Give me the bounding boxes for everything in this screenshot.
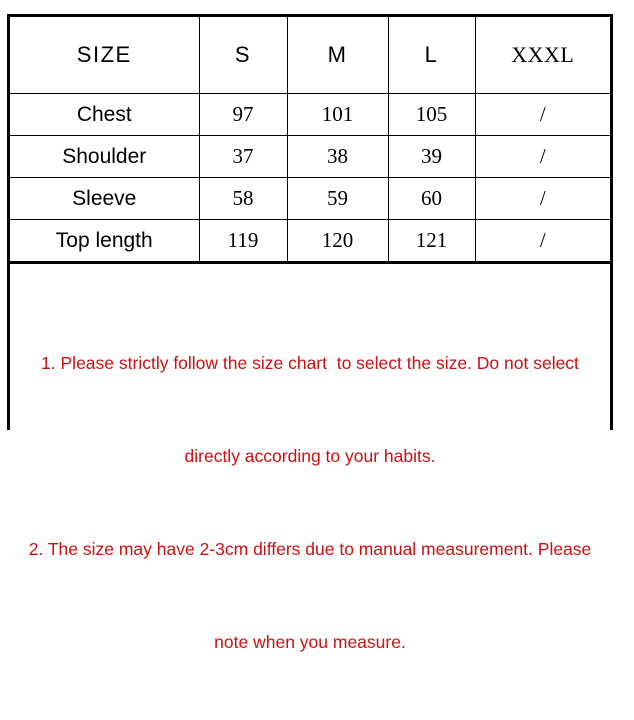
- row-label-chest: Chest: [10, 94, 199, 136]
- cell-shoulder-l: 39: [388, 136, 475, 178]
- cell-sleeve-s: 58: [199, 178, 287, 220]
- cell-chest-l: 105: [388, 94, 475, 136]
- note-line-2: directly according to your habits.: [10, 441, 610, 472]
- column-header-l: L: [388, 17, 475, 94]
- cell-top-length-m: 120: [287, 220, 388, 263]
- note-line-3: 2. The size may have 2-3cm differs due t…: [10, 534, 610, 565]
- cell-shoulder-xxxl: /: [475, 136, 610, 178]
- table-row: Chest 97 101 105 /: [10, 94, 610, 136]
- note-line-4: note when you measure.: [10, 627, 610, 658]
- row-label-top-length: Top length: [10, 220, 199, 263]
- column-header-s: S: [199, 17, 287, 94]
- table-header-row: SIZE S M L XXXL: [10, 17, 610, 94]
- table-row: Top length 119 120 121 /: [10, 220, 610, 263]
- size-chart-page: SIZE S M L XXXL Chest 97 101 105 / Shoul…: [0, 0, 634, 438]
- cell-sleeve-l: 60: [388, 178, 475, 220]
- cell-top-length-s: 119: [199, 220, 287, 263]
- cell-shoulder-m: 38: [287, 136, 388, 178]
- cell-top-length-l: 121: [388, 220, 475, 263]
- column-header-xxxl: XXXL: [475, 17, 610, 94]
- table-row: Sleeve 58 59 60 /: [10, 178, 610, 220]
- notes-row: 1. Please strictly follow the size chart…: [10, 263, 610, 720]
- cell-sleeve-xxxl: /: [475, 178, 610, 220]
- table-row: Shoulder 37 38 39 /: [10, 136, 610, 178]
- note-line-1: 1. Please strictly follow the size chart…: [10, 348, 610, 379]
- notes-section: 1. Please strictly follow the size chart…: [10, 263, 610, 720]
- cell-chest-xxxl: /: [475, 94, 610, 136]
- size-chart-frame: SIZE S M L XXXL Chest 97 101 105 / Shoul…: [7, 14, 613, 430]
- column-header-m: M: [287, 17, 388, 94]
- cell-top-length-xxxl: /: [475, 220, 610, 263]
- column-header-size: SIZE: [10, 17, 199, 94]
- cell-chest-m: 101: [287, 94, 388, 136]
- size-chart-table: SIZE S M L XXXL Chest 97 101 105 / Shoul…: [10, 17, 610, 720]
- cell-sleeve-m: 59: [287, 178, 388, 220]
- row-label-shoulder: Shoulder: [10, 136, 199, 178]
- cell-shoulder-s: 37: [199, 136, 287, 178]
- row-label-sleeve: Sleeve: [10, 178, 199, 220]
- notes-text-block: 1. Please strictly follow the size chart…: [10, 264, 610, 720]
- cell-chest-s: 97: [199, 94, 287, 136]
